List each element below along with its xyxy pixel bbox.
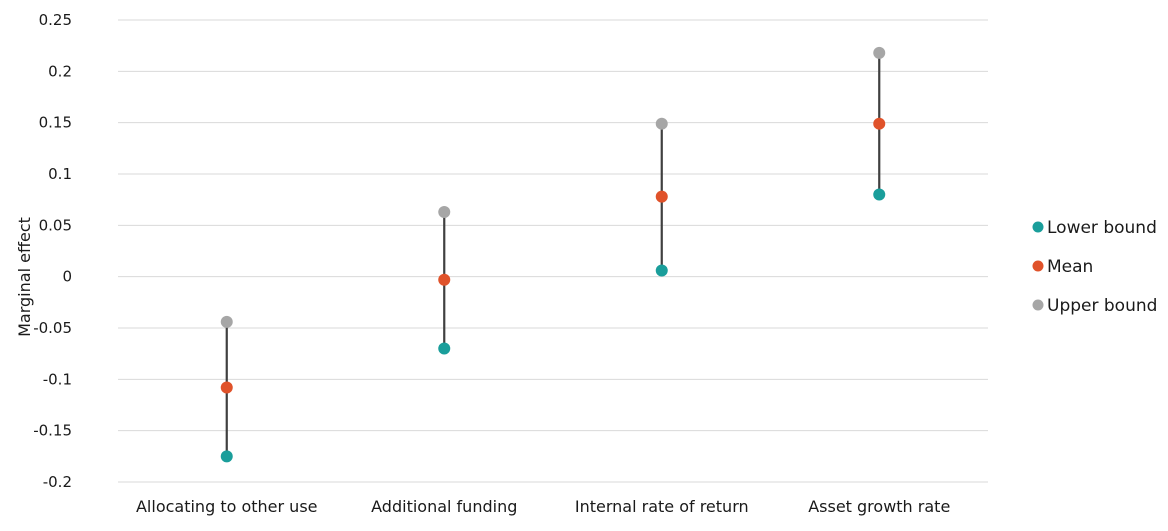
data-point (438, 273, 451, 286)
y-axis-ticks: 0.25 0.2 0.15 0.1 0.05 0 -0.05 -0.1 -0.15 -0.2 (33, 11, 72, 491)
data-points (220, 46, 886, 463)
y-tick-label: -0.05 (33, 319, 72, 337)
y-tick-label: -0.1 (43, 370, 72, 388)
y-tick-label: 0.05 (39, 216, 72, 234)
legend: Lower bound Mean Upper bound (1032, 218, 1157, 316)
x-category-label: Allocating to other use (136, 497, 318, 516)
range-lines (225, 52, 881, 457)
data-point (873, 46, 886, 59)
y-tick-label: 0.25 (39, 11, 72, 29)
data-point (655, 117, 668, 130)
data-point (438, 205, 451, 218)
legend-marker (1032, 221, 1044, 233)
data-point (438, 342, 451, 355)
y-tick-label: -0.15 (33, 422, 72, 440)
legend-marker (1032, 299, 1044, 311)
data-point (873, 117, 886, 130)
gridlines (118, 19, 988, 483)
data-point (220, 450, 233, 463)
y-tick-label: 0.2 (48, 62, 72, 80)
data-point (220, 381, 233, 394)
data-point (655, 264, 668, 277)
legend-label: Mean (1047, 257, 1093, 277)
y-tick-label: 0.1 (48, 165, 72, 183)
x-axis-categories: Allocating to other use Additional fundin… (136, 497, 950, 516)
data-point (655, 190, 668, 203)
y-tick-label: -0.2 (43, 473, 72, 491)
x-category-label: Internal rate of return (575, 497, 749, 516)
x-category-label: Additional funding (371, 497, 517, 516)
data-point (873, 188, 886, 201)
legend-label: Upper bound (1047, 296, 1157, 316)
y-tick-label: 0.15 (39, 114, 72, 132)
data-point (220, 315, 233, 328)
legend-marker (1032, 260, 1044, 272)
y-tick-label: 0 (62, 268, 72, 286)
x-category-label: Asset growth rate (808, 497, 950, 516)
y-axis-title: Marginal effect (15, 217, 34, 337)
legend-label: Lower bound (1047, 218, 1157, 238)
